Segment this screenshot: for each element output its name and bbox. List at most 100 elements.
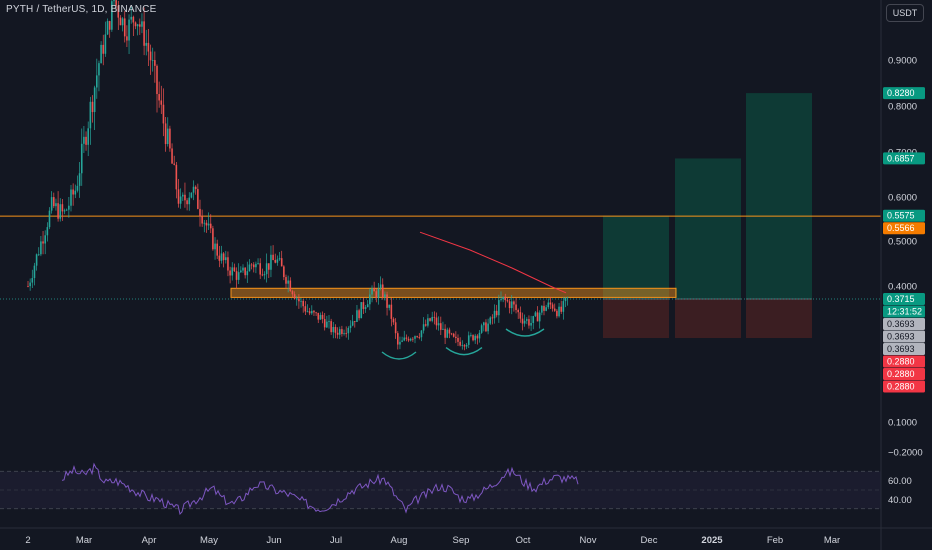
candle-body — [485, 322, 487, 332]
candle-body — [166, 128, 169, 145]
candle-body — [93, 87, 96, 113]
candle-body — [321, 314, 324, 320]
candle-body — [72, 189, 74, 195]
price-tick-label: 0.5000 — [888, 237, 917, 248]
time-tick-label: Mar — [76, 535, 92, 546]
candle-body — [390, 304, 393, 319]
candle-body — [46, 227, 49, 236]
price-label-countdown — [883, 305, 925, 318]
candle-body — [209, 223, 212, 229]
candle-body — [65, 209, 68, 211]
candle-body — [424, 324, 427, 326]
candle-body — [323, 319, 326, 328]
candle-body — [427, 318, 429, 326]
price-label-target — [883, 209, 925, 222]
candle-body — [446, 329, 449, 338]
candle-body — [450, 333, 453, 335]
candle-body — [231, 267, 234, 276]
candle-body — [543, 305, 545, 311]
candle-body — [405, 337, 408, 339]
candle-body — [111, 1, 113, 30]
candle-body — [343, 333, 345, 334]
pattern-curve — [381, 351, 417, 360]
candle-body — [27, 286, 29, 287]
candle-body — [287, 280, 289, 284]
price-label-text: 0.6857 — [887, 153, 915, 163]
candle-body — [250, 264, 253, 266]
candle-body — [463, 345, 466, 347]
price-label-text: 0.5575 — [887, 211, 915, 221]
candle-body — [63, 210, 66, 212]
candle-body — [489, 317, 492, 324]
candle-body — [145, 42, 148, 46]
price-tick-label: 0.6000 — [888, 193, 917, 204]
candle-body — [388, 304, 390, 308]
time-axis[interactable]: 2 Mar Apr May Jun Jul Aug Sep Oct Nov Dec 2025 Feb Ma… — [0, 527, 932, 546]
candle-body — [270, 254, 272, 270]
price-label-neutral — [883, 343, 925, 355]
price-label-text: 0.2880 — [887, 382, 915, 392]
candle-body — [37, 254, 40, 256]
candle-body — [326, 321, 328, 328]
candle-body — [205, 222, 208, 226]
candle-body — [470, 335, 472, 336]
candle-body — [545, 307, 547, 311]
candle-body — [523, 320, 526, 324]
candle-body — [212, 228, 214, 250]
price-label-target — [883, 87, 925, 100]
candle-body — [347, 327, 350, 334]
candle-body — [130, 16, 132, 20]
candle-body — [141, 21, 143, 27]
candle-body — [57, 203, 59, 219]
rsi-tick-label: 40.00 — [888, 495, 912, 506]
candle-body — [414, 336, 416, 339]
candle-body — [132, 16, 135, 23]
candle-body — [487, 323, 489, 332]
candle-body — [102, 44, 105, 54]
candle-body — [506, 300, 509, 302]
currency-button[interactable]: USDT — [886, 4, 924, 22]
time-tick-label: May — [200, 535, 218, 546]
candle-body — [225, 257, 227, 261]
candle-body — [227, 257, 229, 271]
price-label-stop — [883, 355, 925, 368]
candle-body — [351, 321, 354, 326]
resistance-line[interactable] — [0, 215, 881, 300]
candle-body — [330, 321, 332, 333]
candle-body — [412, 338, 414, 340]
candle-body — [399, 341, 401, 345]
stop-box — [675, 299, 741, 338]
candle-body — [364, 307, 367, 309]
candle-body — [59, 204, 62, 219]
candle-body — [158, 94, 160, 101]
candle-body — [308, 311, 311, 314]
candle-body — [521, 318, 524, 324]
price-label-line — [883, 222, 925, 235]
candle-body — [128, 19, 130, 41]
candle-body — [338, 329, 341, 335]
candle-body — [401, 340, 403, 342]
candle-body — [171, 148, 173, 164]
candle-body — [147, 42, 150, 52]
candle-body — [409, 338, 412, 341]
candle-body — [328, 321, 330, 322]
candle-body — [513, 301, 515, 305]
price-label-stop — [883, 380, 925, 393]
candle-body — [280, 258, 283, 267]
candle-body — [278, 258, 281, 260]
candle-body — [431, 316, 433, 321]
candle-body — [457, 338, 459, 342]
candle-body — [515, 304, 517, 310]
candle-body — [68, 205, 70, 210]
candle-body — [334, 326, 337, 333]
candle-body — [313, 310, 315, 313]
symbol-title[interactable]: PYTH / TetherUS, 1D, BINANCE — [6, 4, 157, 15]
candle-body — [508, 301, 511, 309]
candle-body — [220, 253, 223, 261]
time-tick-label: 2025 — [701, 535, 723, 546]
candle-body — [197, 189, 199, 209]
candle-body — [416, 336, 418, 338]
candle-body — [169, 128, 171, 149]
candle-body — [298, 298, 300, 302]
